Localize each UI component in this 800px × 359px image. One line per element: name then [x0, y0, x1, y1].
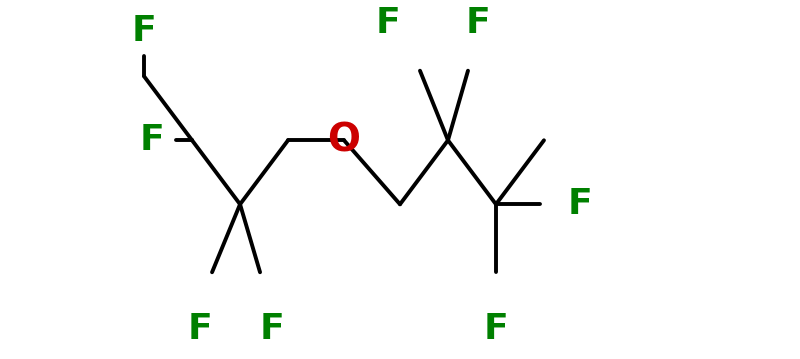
Text: F: F	[568, 187, 593, 221]
Text: F: F	[483, 312, 508, 346]
Text: F: F	[188, 312, 213, 346]
Text: F: F	[260, 312, 285, 346]
Text: F: F	[132, 14, 157, 48]
Text: F: F	[376, 6, 400, 40]
Text: F: F	[466, 6, 490, 40]
Text: O: O	[327, 121, 361, 159]
Text: F: F	[139, 123, 164, 157]
